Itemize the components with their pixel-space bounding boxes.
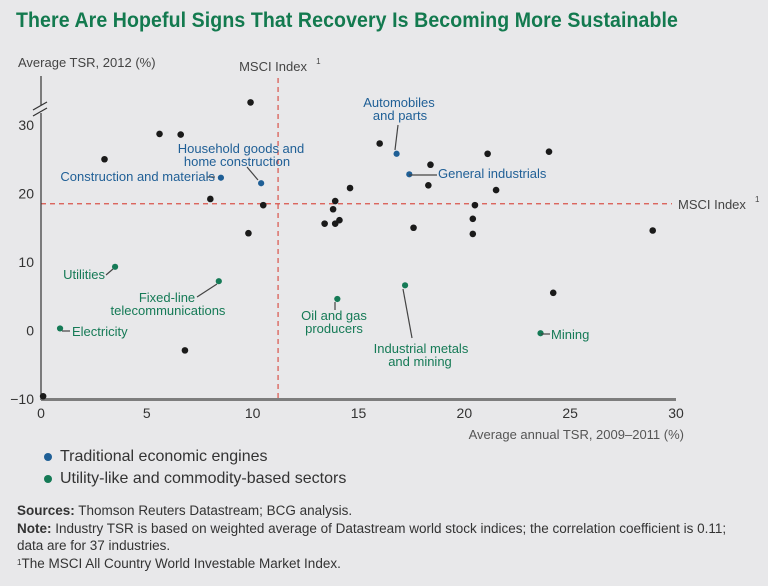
msci-horizontal-label: MSCI Index [678,197,746,212]
legend-item-traditional: Traditional economic engines [44,446,346,468]
annotation-leader-line [105,268,114,276]
annotation-label: Automobiles [363,95,435,110]
annotation-leader-line [394,124,399,151]
y-axis-break-mark [32,101,48,111]
data-point [649,227,657,234]
data-point [484,150,491,158]
y-tick-label: 0 [26,323,34,339]
data-point [247,99,254,106]
data-point [321,220,328,227]
data-point [258,180,265,187]
data-point [215,278,222,285]
data-point [331,197,339,205]
legend-marker-blue [44,453,52,461]
y-tick-label: 10 [18,254,34,270]
sources-line: Sources: Thomson Reuters Datastream; BCG… [17,502,737,520]
data-point [537,330,544,337]
data-point [376,140,383,147]
legend-label: Traditional economic engines [60,448,268,465]
legend: Traditional economic engines Utility-lik… [44,446,346,490]
x-tick-label: 30 [668,405,684,421]
annotation-label: home construction [184,154,290,169]
data-point [469,230,477,238]
legend-label: Utility-like and commodity-based sectors [60,470,347,487]
sources-label: Sources: [17,503,75,518]
data-point [336,216,343,224]
x-tick-label: 20 [457,405,473,421]
annotation-label: Electricity [72,324,128,339]
annotation-leader-line [246,166,259,181]
data-point [393,150,400,157]
annotation-label: Construction and materials [60,169,215,184]
data-point [471,201,479,209]
footnotes: Sources: Thomson Reuters Datastream; BCG… [17,502,737,572]
data-point [406,171,413,178]
scatter-chart: MSCI Index 1 MSCI Index 1 Average TSR, 2012 … [10,55,760,442]
annotation-leader-line [402,288,413,339]
annotation-label: Mining [551,327,589,342]
annotation-label: Fixed-line [139,290,195,305]
footnote-marker: 1 [17,557,22,567]
data-point [39,392,47,400]
data-point [425,181,432,189]
y-axis-title: Average TSR, 2012 (%) [18,55,156,70]
data-point [346,184,354,192]
x-tick-label: 0 [37,405,45,421]
data-point [111,263,119,270]
data-point [245,229,252,237]
chart-title: There Are Hopeful Signs That Recovery Is… [16,9,679,32]
data-point [401,282,409,289]
annotation-label: Oil and gas [301,308,367,323]
footnote-text: The MSCI All Country World Investable Ma… [21,555,341,571]
msci-vertical-label-sup: 1 [316,57,321,66]
annotation-label: and mining [388,354,452,369]
data-point [492,186,500,194]
data-point [207,195,214,203]
data-point [101,155,108,163]
data-point [217,174,225,181]
data-point [469,215,477,223]
data-point [329,205,337,213]
data-point [259,201,267,209]
note-text: Industry TSR is based on weighted averag… [17,520,727,554]
x-tick-label: 15 [351,405,367,421]
note-line: Note: Industry TSR is based on weighted … [17,520,737,555]
msci-horizontal-label-sup: 1 [755,195,760,204]
x-tick-label: 10 [245,405,261,421]
legend-marker-green [44,475,52,483]
data-point [181,347,189,354]
annotation-label: Utilities [63,267,105,282]
x-tick-label: 5 [143,405,151,421]
annotation-label: General industrials [438,166,547,181]
annotation-leader-line [196,283,218,298]
data-point [156,130,163,138]
data-point [427,161,434,169]
msci-vertical-label: MSCI Index [239,59,307,74]
y-tick-label: 30 [18,117,34,133]
annotation-label: telecommunications [111,303,226,318]
footnote-line: 1The MSCI All Country World Investable M… [17,555,737,573]
data-point [410,224,417,232]
data-point [545,148,553,156]
x-axis-title: Average annual TSR, 2009–2011 (%) [469,427,684,442]
annotation-label: and parts [373,108,428,123]
sources-text: Thomson Reuters Datastream; BCG analysis… [74,503,353,518]
data-point [334,295,341,303]
y-axis-break-mark [32,107,48,117]
annotation-label: producers [305,321,363,336]
legend-item-utility: Utility-like and commodity-based sectors [44,468,346,490]
note-label: Note: [17,520,52,536]
data-point [177,131,184,138]
annotation-label: Industrial metals [374,341,469,356]
data-point [56,325,64,332]
y-tick-label: −10 [10,391,34,407]
y-tick-label: 20 [18,186,34,202]
annotation-label: Household goods and [178,141,305,156]
x-tick-label: 25 [562,405,578,421]
data-point [549,289,557,297]
